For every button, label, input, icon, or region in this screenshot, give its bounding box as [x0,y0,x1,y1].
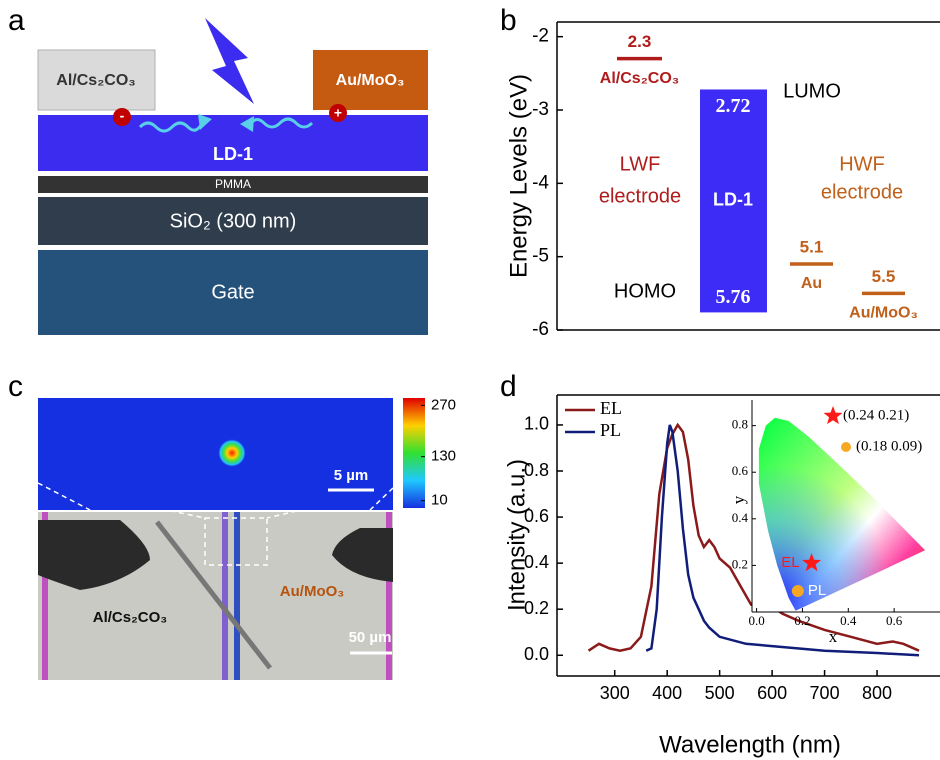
right-electrode-label: Au/MoO₃ [336,72,405,89]
x-tick-label: 0.0 [748,613,764,628]
emission-spot [218,439,246,467]
annotation: electrode [821,181,903,203]
y-tick-label: 0.0 [524,644,549,664]
level-name: Au/MoO₃ [849,305,918,322]
panel-a: a Al/Cs₂CO₃ Au/MoO₃ LD-1 PMMA SiO₂ (300 … [8,4,428,335]
annotation: LUMO [783,80,841,102]
annotation: HWF [839,153,885,175]
charge-sign: - [120,108,125,124]
left-electrode-label: Al/Cs₂CO₃ [56,72,135,89]
layer-label: PMMA [215,177,251,191]
legend-label: (0.18 0.09) [856,438,922,454]
legend-label: (0.24 0.21) [843,407,909,423]
panel-label: a [8,4,25,37]
x-tick-label: 400 [652,683,682,703]
x-tick-label: 600 [757,683,787,703]
colorbar-tick-label: 130 [431,448,456,465]
layer-label: SiO₂ (300 nm) [170,210,297,232]
y-tick-label: -4 [532,172,549,193]
layer-label: Gate [211,281,254,303]
figure: a Al/Cs₂CO₃ Au/MoO₃ LD-1 PMMA SiO₂ (300 … [0,0,940,760]
x-tick-label: 700 [810,683,840,703]
y-tick-label: -3 [532,99,549,120]
point-label: EL [781,554,799,571]
charge-sign: + [334,105,342,121]
annotation: LWF [620,153,661,175]
x-tick-label: 0.4 [840,613,857,628]
legend-label: PL [600,420,621,440]
bar-value: 5.76 [716,286,751,308]
page: { "panel_labels": ["a", "b", "c", "d"], … [0,0,940,760]
bar-value: 2.72 [716,95,751,117]
point [792,585,804,597]
y-axis-title: y [729,495,748,504]
electrode-label: Al/Cs₂CO₃ [93,609,168,626]
x-tick-label: 500 [705,683,735,703]
panel-label: d [500,370,517,403]
electrode-stripe [234,512,240,680]
x-axis-title: x [829,627,838,646]
panel-c: c 5 µm 50 µm Au/MoO₃ Al/Cs₂CO₃ [8,370,425,680]
panel-label: b [500,4,517,37]
y-tick-label: -2 [532,26,549,47]
level-value: 2.3 [628,32,652,51]
electrode-label: Au/MoO₃ [280,583,344,600]
panel-label: c [8,370,23,403]
colorbar-tick-label: 10 [431,492,448,509]
heatmap [38,398,393,510]
legend-label: EL [600,398,622,418]
scale-bar-label: 5 µm [334,467,369,484]
legend-marker [841,442,851,452]
x-tick-label: 0.2 [794,613,810,628]
x-tick-label: 300 [600,683,630,703]
x-axis-title: Wavelength (nm) [659,731,841,758]
y-tick-label: 0.4 [732,510,749,525]
level-name: Au [801,275,822,292]
y-tick-label: 0.8 [732,417,748,432]
y-tick-label: -6 [532,319,549,340]
y-tick-label: 1.0 [524,414,549,434]
annotation: HOMO [614,280,676,302]
y-tick-label: 0.6 [732,463,749,478]
colorbar [403,398,425,508]
scale-bar-label: 50 µm [349,629,392,646]
light-emission [205,18,254,104]
point-label: PL [808,582,826,599]
y-axis-title: Energy Levels (eV) [505,74,532,278]
y-tick-label: -5 [532,246,549,267]
level-name: Al/Cs₂CO₃ [600,70,679,87]
electrode-stripe [222,512,228,680]
y-tick-label: 0.2 [732,556,748,571]
bar-name: LD-1 [713,190,753,210]
level-value: 5.5 [872,267,896,286]
layer-label: LD-1 [213,144,253,164]
x-tick-label: 0.6 [886,613,903,628]
level-value: 5.1 [800,237,824,256]
annotation: electrode [599,185,681,207]
colorbar-tick-label: 270 [431,396,456,413]
x-tick-label: 800 [862,683,892,703]
y-axis-title: Intensity (a.u.) [503,459,530,611]
